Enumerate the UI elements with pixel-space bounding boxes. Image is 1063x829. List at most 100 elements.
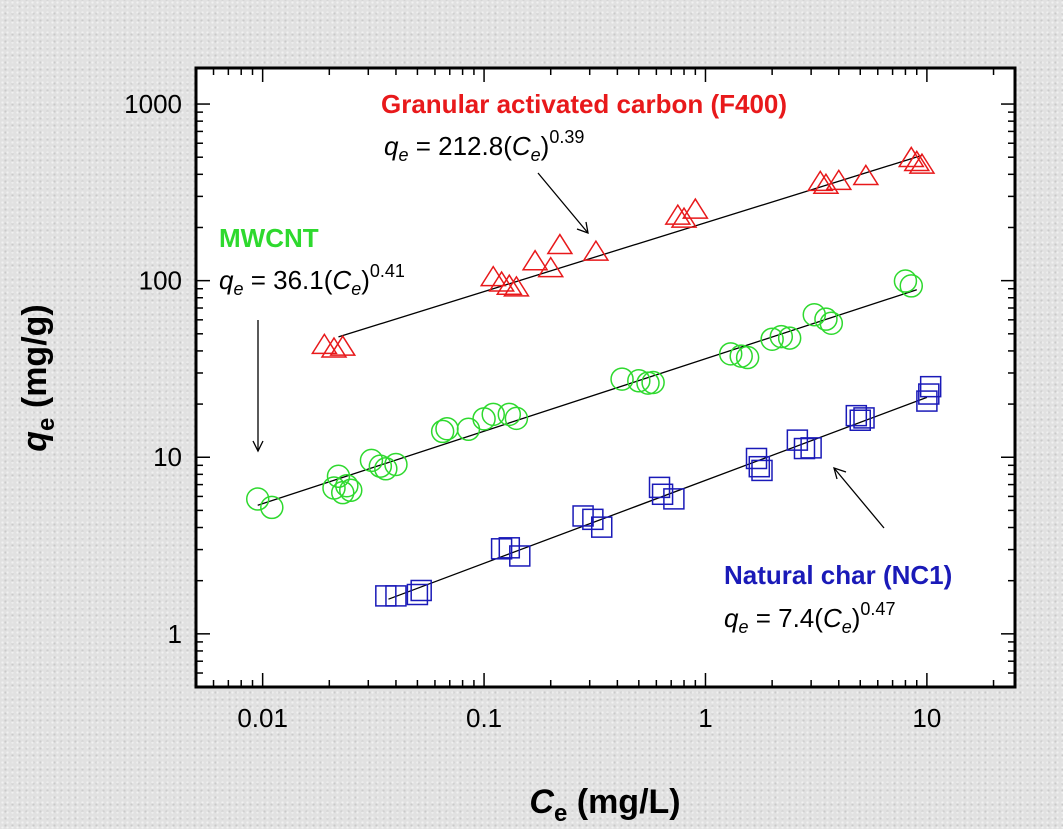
eq-mwcnt-lhs-sub: e (233, 279, 243, 299)
data-point-triangle (903, 150, 931, 172)
eq-f400-lhs-sub: e (398, 145, 408, 165)
eq-f400-exp: 0.39 (549, 127, 584, 147)
data-point-triangle (320, 336, 348, 358)
data-point-square (845, 404, 868, 427)
data-point-circle (430, 419, 455, 444)
y-tick-label: 1 (168, 619, 182, 649)
data-point-triangle (681, 197, 709, 219)
y-axis-title-sub: e (33, 418, 60, 431)
data-point-circle (627, 369, 651, 393)
data-point-triangle (329, 334, 357, 356)
arrow-f400-head (576, 221, 589, 234)
data-point-circle (893, 269, 918, 293)
data-points (245, 146, 942, 607)
data-point-square (919, 375, 942, 398)
eq-nc1-open: ( (814, 603, 823, 633)
eq-nc1-var: C (823, 603, 842, 633)
data-point-square (800, 437, 822, 459)
data-point-circle (814, 307, 838, 331)
y-tick-label: 100 (139, 266, 182, 296)
arrow-mwcnt-head (252, 440, 264, 453)
data-point-circle (899, 274, 924, 298)
eq-f400-coef: 212.8 (438, 131, 503, 161)
eq-nc1-var-sub: e (842, 617, 852, 637)
data-point-triangle (521, 249, 549, 271)
x-axis-title-main: C (529, 783, 554, 821)
data-point-circle (641, 370, 665, 395)
data-point-square (751, 459, 773, 482)
x-tick-label: 0.1 (466, 703, 502, 733)
data-point-square (918, 383, 940, 405)
data-point-square (490, 538, 513, 560)
data-point-square (849, 409, 871, 431)
data-point-triangle (852, 164, 880, 186)
data-point-triangle (908, 152, 936, 174)
series-label-nc1: Natural char (NC1) (724, 560, 952, 590)
data-point-circle (330, 480, 355, 505)
data-point-square (406, 583, 429, 606)
data-point-square (410, 579, 432, 602)
eq-f400-close: ) (541, 131, 550, 161)
data-point-square (590, 516, 613, 538)
eq-nc1-exp: 0.47 (860, 599, 895, 619)
data-point-square (509, 545, 531, 567)
y-axis-title-main: q (16, 431, 54, 452)
data-point-triangle (546, 233, 574, 255)
data-point-circle (481, 402, 505, 427)
eq-f400-var: C (512, 131, 531, 161)
data-point-square (648, 476, 671, 499)
arrow-f400 (537, 172, 589, 234)
data-point-circle (374, 457, 398, 481)
data-point-square (385, 585, 407, 607)
eq-mwcnt-eq: = (243, 265, 273, 295)
eq-nc1-eq: = (748, 603, 778, 633)
data-point-square (663, 488, 685, 510)
data-point-square (651, 483, 674, 506)
eq-mwcnt-var-sub: e (351, 279, 361, 299)
data-point-triangle (664, 203, 692, 225)
fit-lines (257, 154, 928, 600)
data-point-triangle (503, 275, 530, 297)
series-label-f400: Granular activated carbon (F400) (381, 89, 787, 119)
data-point-square (786, 429, 809, 451)
y-tick-label: 1000 (124, 89, 182, 119)
eq-mwcnt-var: C (332, 265, 351, 295)
eq-nc1-lhs-sub: e (738, 617, 748, 637)
data-point-circle (497, 402, 522, 427)
data-point-triangle (495, 273, 523, 295)
equation-f400: qe = 212.8(Ce)0.39 (384, 127, 584, 165)
data-point-circle (777, 326, 802, 350)
y-axis-title: qe (mg/g) (16, 304, 60, 451)
y-tick-label: 10 (153, 442, 182, 472)
data-point-triangle (582, 239, 610, 261)
eq-mwcnt-close: ) (361, 265, 370, 295)
fit-line (388, 396, 928, 600)
data-point-triangle (825, 168, 853, 191)
data-point-circle (339, 478, 363, 503)
plot-frame (194, 66, 1017, 689)
equation-mwcnt: qe = 36.1(Ce)0.41 (219, 261, 405, 299)
data-point-triangle (812, 172, 840, 194)
x-tick-label: 0.01 (237, 703, 288, 733)
data-point-square (582, 508, 604, 531)
arrow-nc1-head (833, 466, 847, 480)
data-point-circle (335, 473, 359, 498)
fit-line (257, 289, 917, 506)
x-axis-title-sub: e (554, 800, 567, 827)
x-tick-label: 1 (698, 703, 712, 733)
data-point-square (745, 447, 768, 470)
data-point-square (853, 407, 875, 429)
eq-mwcnt-open: ( (324, 265, 333, 295)
data-point-triangle (488, 270, 515, 292)
tick-labels: 0.01 0.1 1 10 1 10 100 1000 (124, 89, 941, 733)
plot-area-background (196, 68, 1015, 687)
eq-f400-open: ( (503, 131, 512, 161)
eq-mwcnt-coef: 36.1 (273, 265, 324, 295)
data-point-circle (368, 454, 393, 478)
eq-f400-var-sub: e (531, 145, 541, 165)
data-point-circle (610, 367, 634, 391)
data-point-circle (760, 327, 784, 351)
eq-f400-eq: = (408, 131, 438, 161)
data-point-triangle (537, 256, 565, 278)
